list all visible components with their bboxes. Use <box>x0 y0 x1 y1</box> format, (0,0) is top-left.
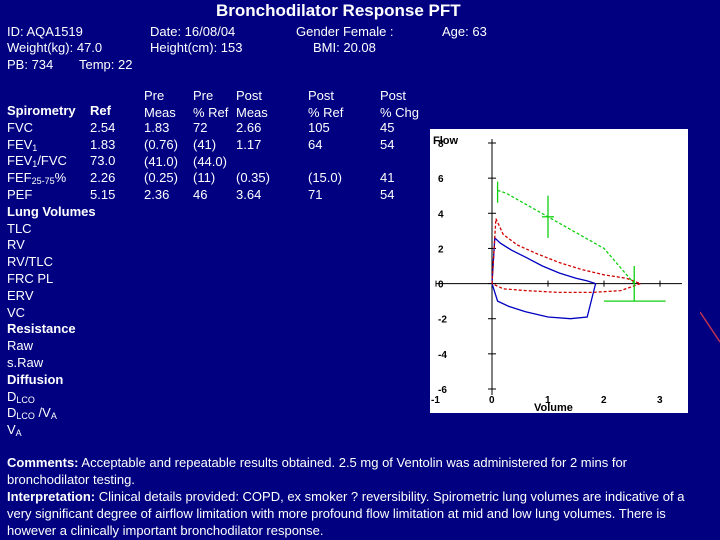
table-cell: (0.25) <box>144 170 178 186</box>
table-cell: 3.64 <box>236 187 262 203</box>
table-cell: 73.0 <box>90 153 116 169</box>
y-tick-label: 8 <box>438 139 444 150</box>
table-cell: (0.35) <box>236 170 270 186</box>
temperature: Temp: 22 <box>79 57 133 72</box>
table-cell: 71 <box>308 187 323 203</box>
table-cell: 2.54 <box>90 119 116 135</box>
ref-column: Ref 2.54 1.83 73.0 2.26 5.15 <box>90 103 115 204</box>
label-dlco-va: DLCO /VA <box>7 405 57 422</box>
x-axis-label: Volume <box>534 402 573 413</box>
spirometry-heading: Spirometry <box>7 103 76 118</box>
decorative-line <box>700 311 720 343</box>
label-va: VA <box>7 422 22 439</box>
label-fvc: FVC <box>7 119 33 135</box>
weight: Weight(kg): 47.0 <box>7 40 103 55</box>
gender: Gender Female : <box>296 24 394 39</box>
label-dlco: DLCO <box>7 388 35 405</box>
series-line <box>491 283 597 320</box>
label-tlc: TLC <box>7 220 32 236</box>
x-tick-label: 3 <box>657 395 663 406</box>
table-cell: 54 <box>380 187 395 203</box>
table-cell: (15.0) <box>308 170 342 186</box>
table-cell: 45 <box>380 120 395 135</box>
table-cell: 1.83 <box>90 136 116 152</box>
diffusion-heading: Diffusion <box>7 371 64 387</box>
header-post-meas: Post Meas <box>236 88 268 120</box>
y-tick-label: 4 <box>438 209 444 220</box>
table-cell: (0.76) <box>144 136 178 152</box>
table-cell <box>308 154 342 171</box>
pre-meas-column: 1.83 (0.76) (41.0) (0.25) 2.36 <box>144 120 178 204</box>
table-cell: 46 <box>193 187 208 203</box>
y-tick-label: -2 <box>438 315 447 326</box>
header-pre-meas: Pre Meas <box>144 88 176 120</box>
label-pef: PEF <box>7 186 33 202</box>
label-rv-tlc: RV/TLC <box>7 254 53 270</box>
x-tick-label: 0 <box>489 395 495 406</box>
table-cell: 105 <box>308 120 330 135</box>
series-line <box>491 236 596 285</box>
interpretation-paragraph: Interpretation: Clinical details provide… <box>7 489 685 538</box>
header-pre-ref: Pre% Ref <box>193 88 229 120</box>
y-tick-label: 2 <box>438 244 444 255</box>
table-cell: 1.17 <box>236 136 262 152</box>
test-date: Date: 16/08/04 <box>150 24 236 39</box>
page-title: Bronchodilator Response PFT <box>216 1 461 20</box>
x-tick-label: -1 <box>431 395 440 406</box>
x-tick-label: 1 <box>545 395 551 406</box>
table-cell: 41 <box>380 170 395 186</box>
label-frc-pl: FRC PL <box>7 270 54 286</box>
label-vc: VC <box>7 304 26 320</box>
y-tick-label: -4 <box>438 350 447 361</box>
table-cell: 2.66 <box>236 120 262 135</box>
table-cell: 5.15 <box>90 186 116 202</box>
table-cell: (11) <box>193 170 216 186</box>
pre-ref-column: 72 (41) (44.0) (11) 46 <box>193 120 227 204</box>
bmi: BMI: 20.08 <box>313 40 376 55</box>
post-chg-column: 45 54 41 54 <box>380 120 394 204</box>
resistance-heading: Resistance <box>7 321 76 337</box>
table-cell: 54 <box>380 136 395 152</box>
header-ref: Ref <box>90 103 111 118</box>
table-cell: 64 <box>308 136 323 152</box>
barometric-pressure: PB: 734 <box>7 57 54 72</box>
label-column: Spirometry FVC FEV1 FEV1/FVC FEF25-75% P… <box>7 103 96 439</box>
table-cell: (44.0) <box>193 153 227 169</box>
comments-section: Comments: Acceptable and repeatable resu… <box>7 454 707 539</box>
table-cell: 1.83 <box>144 120 170 135</box>
table-cell: 2.36 <box>144 187 170 203</box>
x-tick-label: 2 <box>601 395 607 406</box>
post-meas-column: 2.66 1.17 (0.35) 3.64 <box>236 120 270 204</box>
label-raw: Raw <box>7 338 34 354</box>
height: Height(cm): 153 <box>150 40 243 55</box>
label-rv: RV <box>7 237 25 253</box>
label-fev1-fvc: FEV1/FVC <box>7 153 67 170</box>
y-axis-label: Flow <box>433 135 458 147</box>
label-sraw: s.Raw <box>7 354 44 370</box>
table-cell: (41.0) <box>144 153 178 169</box>
series-line <box>491 282 641 294</box>
table-cell: 2.26 <box>90 170 116 186</box>
header-post-chg: Post% Chg <box>380 88 420 120</box>
post-ref-column: 105 64 (15.0) 71 <box>308 120 342 204</box>
header-post-ref: Post% Ref <box>308 88 344 120</box>
table-cell <box>236 154 270 171</box>
lung-volumes-heading: Lung Volumes <box>7 203 96 219</box>
label-fef: FEF25-75% <box>7 170 67 187</box>
table-cell: 72 <box>193 120 208 135</box>
label-fev1: FEV1 <box>7 136 38 153</box>
y-tick-label: -6 <box>438 385 447 396</box>
comments-paragraph: Comments: Acceptable and repeatable resu… <box>7 455 628 487</box>
age: Age: 63 <box>442 24 487 39</box>
chart-background <box>430 129 688 413</box>
y-tick-label: 0 <box>438 280 444 291</box>
table-cell <box>380 154 394 171</box>
table-cell: (41) <box>193 136 217 152</box>
y-tick-label: 6 <box>438 174 444 185</box>
patient-id: ID: AQA1519 <box>7 24 83 39</box>
label-erv: ERV <box>7 287 34 303</box>
